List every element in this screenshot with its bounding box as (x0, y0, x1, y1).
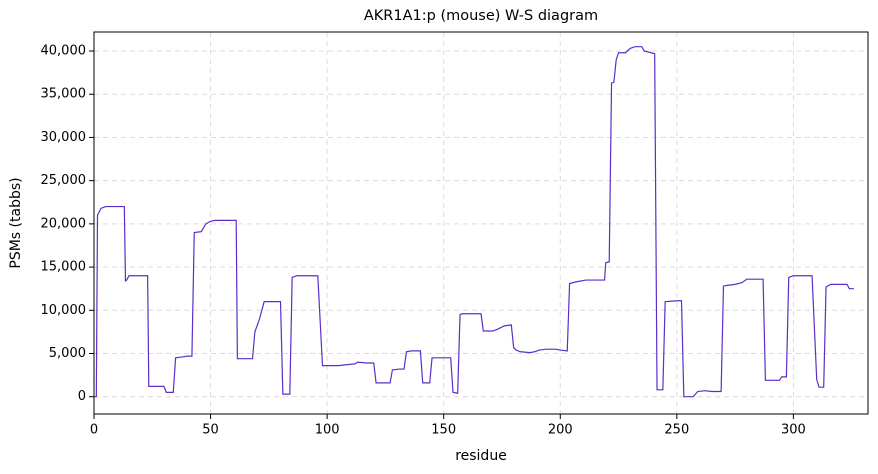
x-axis-label: residue (455, 448, 507, 464)
x-tick-label: 250 (664, 423, 689, 438)
y-tick-label: 0 (78, 389, 86, 404)
y-tick-label: 5,000 (49, 346, 86, 361)
chart-title: AKR1A1:p (mouse) W-S diagram (364, 8, 598, 24)
data-line (94, 46, 855, 398)
y-tick-label: 35,000 (41, 87, 87, 102)
y-tick-label: 20,000 (41, 216, 87, 231)
x-tick-label: 200 (548, 423, 573, 438)
y-tick-label: 25,000 (41, 173, 87, 188)
x-tick-label: 150 (431, 423, 456, 438)
y-tick-label: 40,000 (41, 44, 87, 59)
x-tick-label: 50 (202, 423, 219, 438)
x-tick-label: 0 (90, 423, 98, 438)
y-tick-label: 30,000 (41, 130, 87, 145)
y-tick-label: 10,000 (41, 303, 87, 318)
plot-frame (93, 31, 869, 415)
y-axis-label: PSMs (tabbs) (8, 177, 24, 268)
x-tick-label: 300 (781, 423, 806, 438)
y-tick-label: 15,000 (41, 260, 87, 275)
x-tick-label: 100 (315, 423, 340, 438)
